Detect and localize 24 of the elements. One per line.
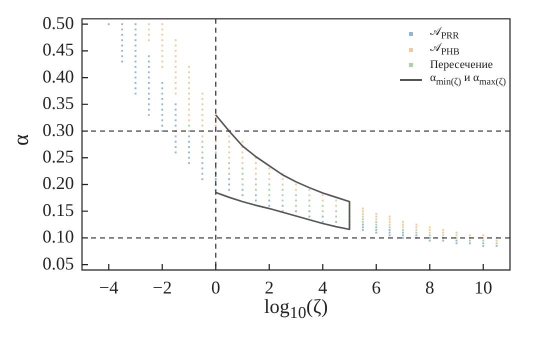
y-tick-label: 0.30 — [42, 120, 74, 140]
x-axis-title: log$_{10}$(ζ) — [263, 296, 329, 323]
x-tick-label: −2 — [152, 278, 172, 298]
x-tick-label: 4 — [318, 278, 328, 298]
y-tick-label: 0.40 — [42, 66, 74, 86]
legend-label: Пересечение — [430, 58, 493, 72]
legend-label: α$_{min(ζ)}$ и α$_{max(ζ)}$ — [430, 72, 506, 88]
y-tick-label: 0.15 — [42, 200, 74, 220]
y-tick-label: 0.45 — [42, 40, 74, 60]
legend-label: 𝒜$_{PRR}$ — [430, 26, 460, 42]
y-tick-label: 0.50 — [42, 12, 74, 33]
x-tick-label: 8 — [425, 278, 434, 298]
x-tick-label: 0 — [211, 278, 220, 298]
y-tick-label: 0.10 — [42, 226, 74, 247]
y-axis-title: α — [7, 133, 34, 148]
x-tick-label: 6 — [372, 278, 381, 298]
y-tick-label: 0.35 — [42, 93, 74, 114]
y-tick-label: 0.05 — [42, 253, 74, 274]
legend-label: 𝒜$_{PHB}$ — [430, 42, 460, 59]
y-tick-label: 0.25 — [42, 146, 74, 166]
x-tick-label: 2 — [264, 278, 274, 298]
y-tick-label: 0.20 — [42, 173, 74, 194]
x-tick-label: −4 — [99, 278, 118, 298]
x-tick-label: 10 — [474, 278, 492, 298]
